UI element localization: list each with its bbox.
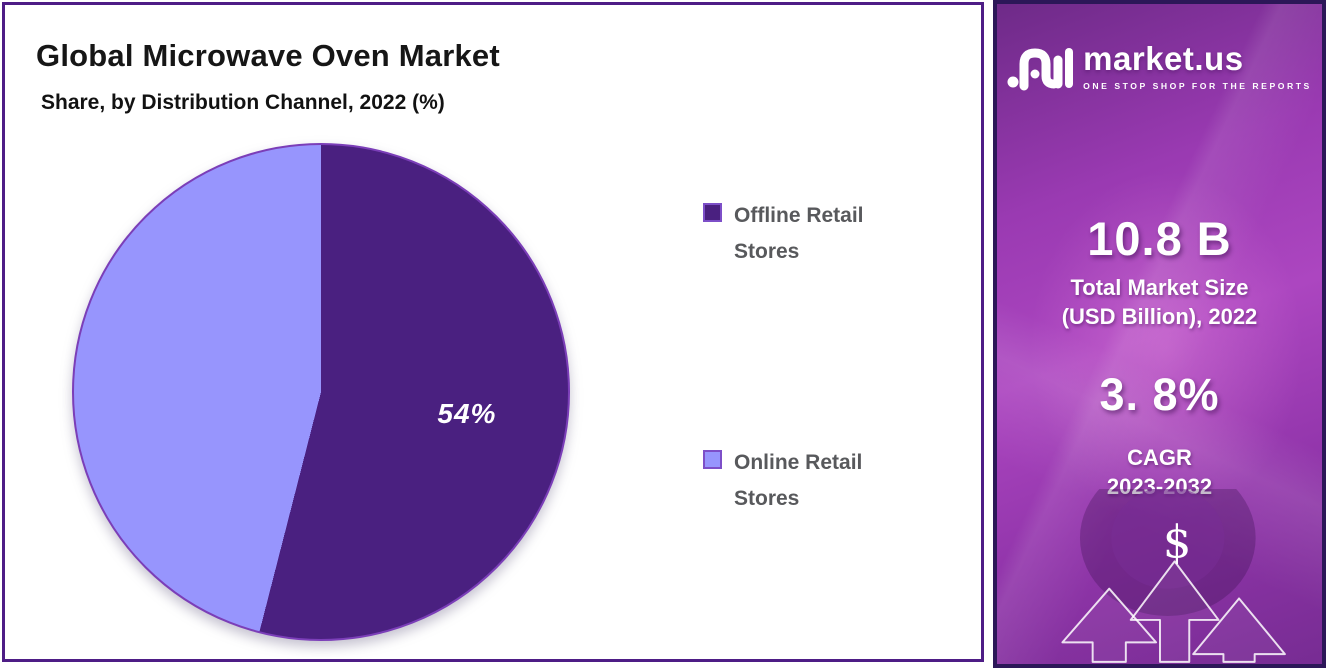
stat-cagr-label-line1: CAGR bbox=[1127, 445, 1192, 470]
stat-market-size: 10.8 B Total Market Size (USD Billion), … bbox=[997, 211, 1322, 331]
pie-chart bbox=[72, 143, 570, 641]
brand-name: market.us bbox=[1083, 39, 1244, 77]
legend-swatch-offline bbox=[703, 203, 722, 222]
growth-arrows-decoration: $ bbox=[1061, 489, 1286, 663]
marketus-logo-icon bbox=[1007, 48, 1074, 91]
legend-item-online: Online Retail Stores bbox=[703, 445, 909, 517]
pie-chart-area: 54% bbox=[72, 143, 570, 641]
legend-label-offline: Offline Retail Stores bbox=[734, 204, 864, 264]
legend-swatch-online bbox=[703, 450, 722, 469]
chart-panel: Global Microwave Oven Market Share, by D… bbox=[2, 2, 984, 662]
stat-cagr: 3. 8% CAGR 2023-2032 bbox=[997, 369, 1322, 501]
brand-tagline: ONE STOP SHOP FOR THE REPORTS bbox=[1083, 80, 1312, 91]
chart-subtitle: Share, by Distribution Channel, 2022 (%) bbox=[41, 91, 445, 114]
stat-market-size-label-line1: Total Market Size bbox=[1070, 275, 1249, 300]
dollar-sign-icon: $ bbox=[1163, 515, 1192, 568]
brand-logo: market.us ONE STOP SHOP FOR THE REPORTS bbox=[997, 40, 1322, 92]
legend-label-online: Online Retail Stores bbox=[734, 451, 863, 511]
pie-slice-data-label: 54% bbox=[437, 397, 497, 429]
stat-market-size-label-line2: (USD Billion), 2022 bbox=[1061, 304, 1258, 330]
stat-market-size-value: 10.8 B bbox=[1087, 212, 1232, 265]
brand-sidebar: market.us ONE STOP SHOP FOR THE REPORTS … bbox=[993, 0, 1326, 668]
chart-title: Global Microwave Oven Market bbox=[36, 38, 500, 73]
legend-item-offline: Offline Retail Stores bbox=[703, 198, 909, 270]
stat-cagr-value: 3. 8% bbox=[1099, 369, 1220, 420]
